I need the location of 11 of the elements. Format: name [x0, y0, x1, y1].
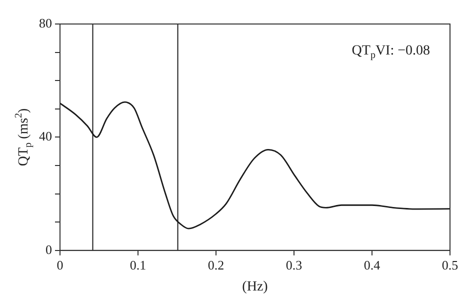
x-tick-label: 0.3 [286, 258, 302, 273]
y-tick-label: 80 [39, 15, 52, 30]
x-tick-label: 0 [56, 258, 64, 273]
x-axis-title: (Hz) [242, 280, 268, 295]
x-tick-label: 0.5 [442, 258, 458, 273]
y-tick-label: 40 [39, 128, 52, 144]
y-tick-label: 0 [46, 242, 52, 257]
y-axis-title: QTp (ms2) [14, 108, 34, 166]
x-tick-label: 0.1 [130, 258, 146, 273]
x-tick-label: 0.4 [364, 258, 381, 273]
x-tick-label: 0.2 [208, 258, 224, 273]
